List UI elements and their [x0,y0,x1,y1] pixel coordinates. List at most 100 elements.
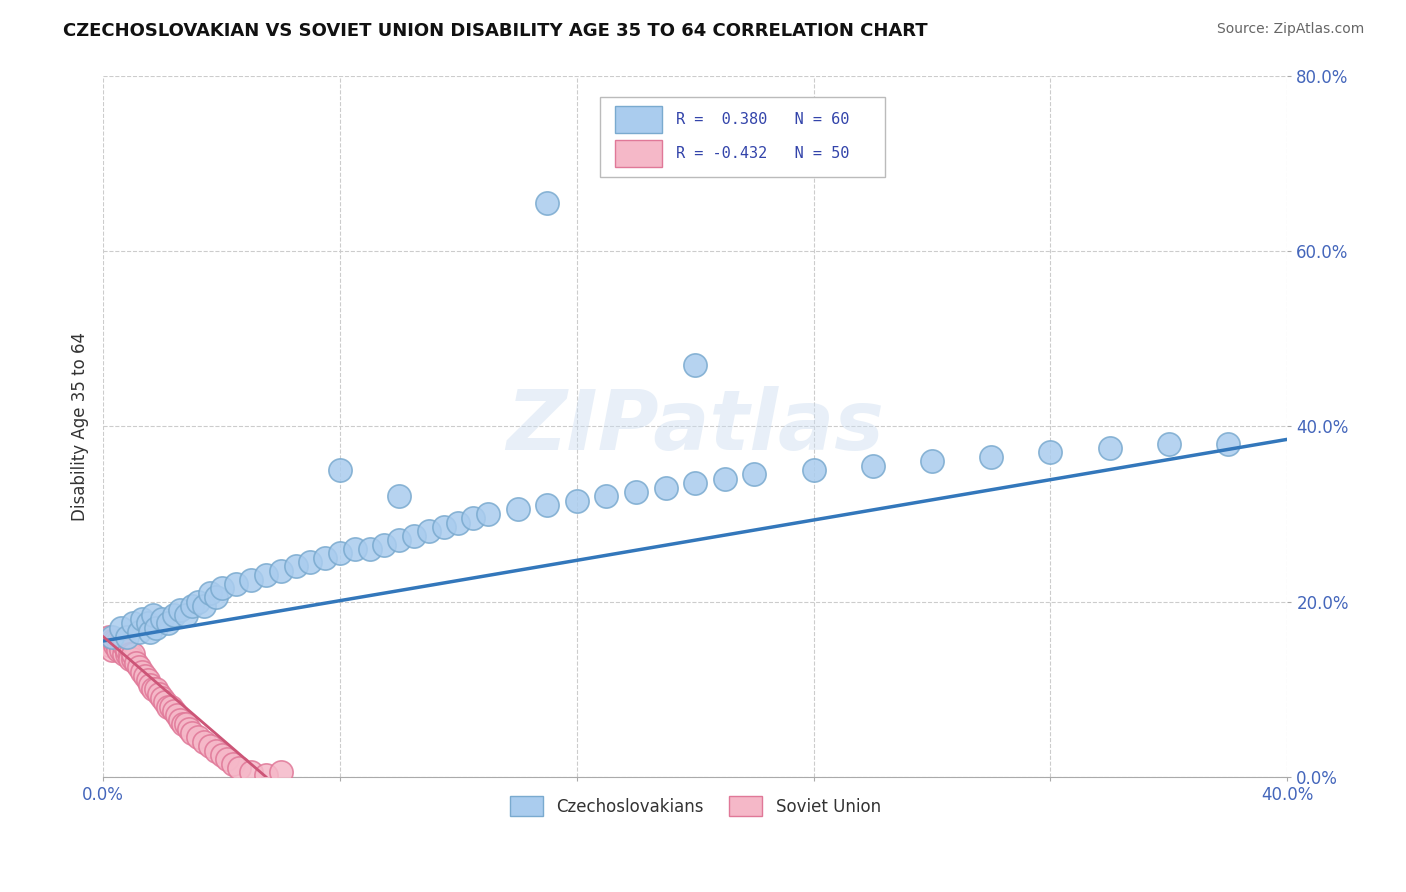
Point [139,678,162,692]
Point [98,630,121,644]
Point [536,195,558,210]
Point [217,752,239,766]
Point [329,463,352,477]
Text: R = -0.432   N = 50: R = -0.432 N = 50 [676,146,849,161]
Point [115,647,138,661]
Point [654,481,676,495]
Point [270,765,292,780]
Point [115,642,138,657]
Point [94,634,117,648]
Point [211,747,233,762]
Point [683,358,706,372]
Point [803,463,825,477]
Point [166,708,188,723]
Point [187,594,209,608]
Point [359,541,381,556]
Point [115,630,138,644]
Point [329,546,352,560]
Point [134,669,156,683]
Point [388,489,411,503]
FancyBboxPatch shape [600,96,884,178]
Point [142,682,165,697]
Point [125,656,148,670]
Point [198,586,221,600]
Point [506,502,529,516]
Point [862,458,884,473]
Point [163,607,186,622]
Point [477,507,499,521]
FancyBboxPatch shape [614,140,662,167]
Point [101,630,124,644]
Point [240,573,263,587]
Text: CZECHOSLOVAKIAN VS SOVIET UNION DISABILITY AGE 35 TO 64 CORRELATION CHART: CZECHOSLOVAKIAN VS SOVIET UNION DISABILI… [63,22,928,40]
Text: Source: ZipAtlas.com: Source: ZipAtlas.com [1216,22,1364,37]
Point [107,642,129,657]
Point [101,634,124,648]
Point [139,625,162,640]
Point [683,476,706,491]
Point [536,498,558,512]
Point [131,612,153,626]
Point [744,467,766,482]
Point [142,607,165,622]
Point [204,743,226,757]
Point [174,607,197,622]
Point [921,454,943,468]
Point [145,682,167,697]
Point [193,599,215,613]
Point [187,731,209,745]
Point [163,704,186,718]
Point [118,651,141,665]
Point [169,603,191,617]
Point [181,599,204,613]
Point [131,665,153,679]
Point [118,647,141,661]
Point [225,577,247,591]
Point [211,582,233,596]
Point [388,533,411,548]
Point [112,647,135,661]
Point [155,695,177,709]
Point [172,717,194,731]
Point [204,590,226,604]
Text: ZIPatlas: ZIPatlas [506,385,884,467]
Point [174,717,197,731]
Point [284,559,307,574]
Point [181,726,204,740]
Point [432,520,454,534]
Point [150,612,173,626]
Point [101,642,124,657]
Point [228,761,250,775]
Point [254,768,277,782]
Point [104,634,127,648]
Point [148,687,170,701]
Point [193,735,215,749]
Point [222,756,245,771]
Point [343,541,366,556]
Point [110,634,132,648]
Point [314,550,336,565]
Point [160,699,183,714]
Point [169,713,191,727]
Point [565,493,588,508]
Point [1098,441,1121,455]
Point [136,673,159,688]
Point [624,485,647,500]
Point [157,616,180,631]
Point [270,564,292,578]
Legend: Czechoslovakians, Soviet Union: Czechoslovakians, Soviet Union [502,788,889,824]
Point [98,639,121,653]
Point [121,647,143,661]
Point [373,537,395,551]
Point [714,472,737,486]
Point [447,516,470,530]
Point [240,765,263,780]
Point [418,524,440,539]
Point [104,639,127,653]
Y-axis label: Disability Age 35 to 64: Disability Age 35 to 64 [72,332,89,521]
Point [299,555,322,569]
Text: R =  0.380   N = 60: R = 0.380 N = 60 [676,112,849,128]
Point [121,651,143,665]
Point [157,699,180,714]
Point [1039,445,1062,459]
